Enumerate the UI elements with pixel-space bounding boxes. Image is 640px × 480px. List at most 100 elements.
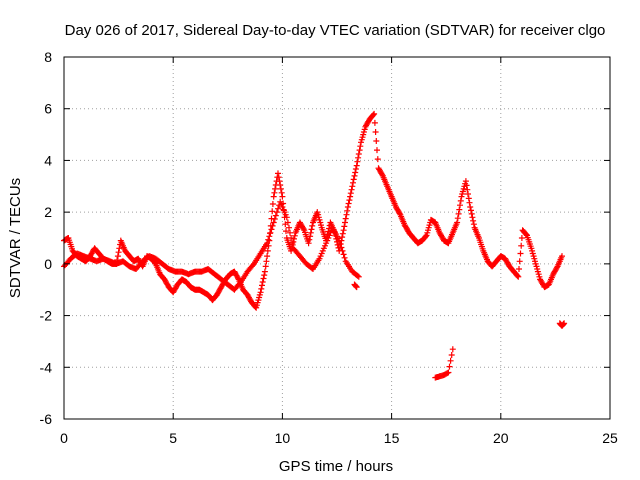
data-point: [263, 258, 270, 265]
data-point: [309, 222, 316, 229]
data-point: [270, 219, 277, 226]
data-point: [277, 182, 284, 188]
data-point: [344, 207, 351, 214]
data-point: [261, 268, 268, 275]
data-point: [447, 357, 454, 364]
x-tick-label: 25: [602, 430, 618, 446]
data-point: [114, 253, 121, 260]
data-point: [290, 238, 297, 245]
data-point: [467, 204, 474, 210]
data-point: [257, 289, 264, 296]
data-point: [300, 225, 307, 232]
data-point: [355, 154, 362, 161]
data-points: [61, 110, 568, 381]
data-point: [350, 176, 357, 183]
plot-frame: [63, 56, 611, 420]
data-point: [349, 183, 356, 190]
data-point: [344, 204, 351, 210]
y-tick-label: 6: [44, 101, 52, 117]
data-point: [287, 229, 293, 236]
y-tick-label: -4: [40, 359, 53, 375]
data-point: [515, 273, 522, 280]
data-point: [370, 111, 377, 118]
data-point: [353, 162, 360, 169]
y-tick-label: -2: [40, 308, 53, 324]
data-point: [454, 219, 461, 226]
data-point: [350, 179, 356, 186]
data-point: [268, 226, 275, 233]
data-point: [372, 129, 379, 135]
data-point: [351, 172, 358, 179]
data-point: [284, 219, 291, 226]
data-point: [265, 236, 272, 243]
data-point: [457, 202, 463, 209]
y-tick-label: -6: [40, 411, 53, 427]
data-point: [462, 178, 469, 185]
data-point: [272, 212, 279, 219]
data-point: [373, 138, 380, 144]
data-point: [307, 233, 314, 240]
data-point: [516, 266, 522, 272]
data-point: [352, 166, 359, 172]
data-point: [449, 346, 456, 353]
data-point: [445, 369, 452, 376]
x-tick-label: 15: [384, 430, 400, 446]
y-axis-label: SDTVAR / TECUs: [7, 178, 24, 298]
data-point: [339, 230, 346, 237]
data-point: [262, 263, 269, 270]
data-point: [464, 186, 471, 193]
data-point: [468, 210, 475, 217]
data-point: [347, 193, 354, 200]
data-point: [277, 185, 284, 192]
y-tick-label: 2: [44, 204, 52, 220]
data-point: [514, 272, 521, 279]
x-tick-label: 5: [169, 430, 177, 446]
data-point: [518, 242, 525, 249]
data-point: [446, 363, 453, 370]
data-point: [306, 236, 313, 243]
data-point: [266, 233, 273, 240]
data-point: [275, 174, 282, 181]
data-point: [340, 251, 347, 258]
data-point: [561, 320, 568, 327]
data-point: [354, 158, 361, 165]
data-point: [305, 240, 312, 247]
data-point: [291, 235, 297, 242]
data-point: [340, 227, 347, 234]
data-point: [355, 151, 362, 157]
data-point: [371, 119, 378, 126]
data-point: [279, 193, 286, 200]
data-point: [272, 185, 279, 192]
data-point: [341, 254, 348, 261]
data-point: [469, 214, 476, 221]
data-point: [516, 258, 523, 265]
data-point: [356, 147, 363, 154]
chart-title: Day 026 of 2017, Sidereal Day-to-day VTE…: [65, 22, 606, 39]
data-point: [261, 272, 268, 279]
data-point: [353, 284, 360, 291]
data-point: [346, 197, 353, 204]
data-point: [270, 193, 277, 200]
data-point: [448, 352, 455, 358]
data-point: [342, 219, 348, 226]
data-point: [517, 250, 524, 257]
data-point: [264, 247, 271, 254]
data-point: [308, 226, 315, 233]
data-point: [422, 233, 429, 240]
data-point: [455, 210, 462, 217]
data-point: [371, 110, 378, 117]
data-point: [342, 215, 349, 222]
data-point: [463, 182, 470, 189]
data-point: [259, 282, 265, 289]
data-point: [345, 200, 352, 207]
data-point: [338, 244, 345, 251]
data-point: [341, 223, 348, 230]
data-point: [264, 253, 271, 260]
x-axis-label: GPS time / hours: [279, 458, 393, 475]
data-point: [258, 285, 265, 292]
grid: [64, 57, 610, 419]
data-point: [291, 232, 298, 239]
data-point: [465, 195, 472, 202]
data-point: [336, 237, 343, 244]
